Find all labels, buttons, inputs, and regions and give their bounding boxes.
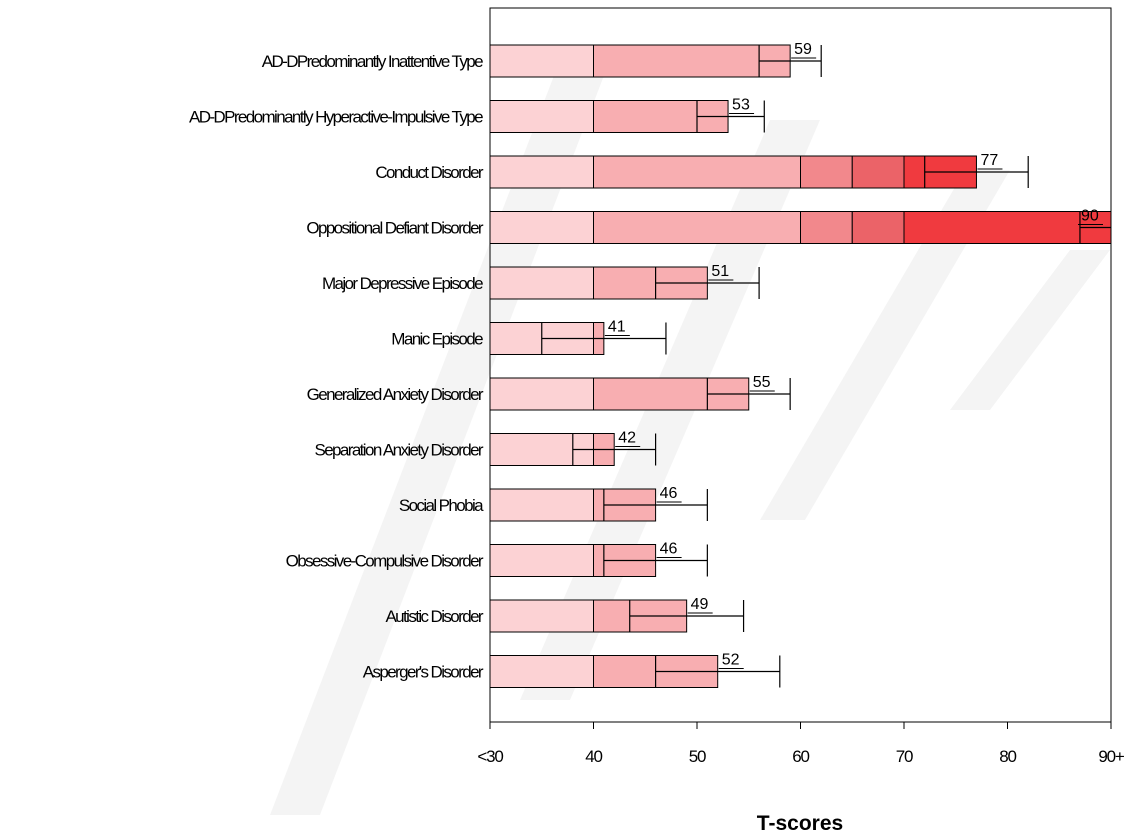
data-label-text: 49	[691, 596, 709, 613]
bar-segment	[490, 656, 594, 688]
data-label-text: 41	[608, 319, 626, 336]
bar-segment	[801, 212, 853, 244]
data-label-text: 77	[980, 152, 998, 169]
bar-segment	[490, 45, 594, 77]
data-label-text: 59	[794, 41, 812, 58]
x-tick-label: 90+	[1098, 747, 1125, 766]
bar-segment	[852, 212, 904, 244]
bar	[490, 45, 790, 77]
bar-segment	[490, 267, 594, 299]
data-label: 49	[688, 596, 713, 613]
data-label-text: 55	[753, 374, 771, 391]
category-label: Autistic Disorder	[385, 607, 483, 626]
category-label: Obsessive-Compulsive Disorder	[286, 552, 484, 571]
bar-segment	[490, 212, 594, 244]
bar-segment	[594, 212, 801, 244]
bar-segment	[490, 600, 594, 632]
category-label: Generalized Anxiety Disorder	[307, 385, 484, 404]
data-label-text: 52	[722, 652, 740, 669]
data-label-text: 46	[660, 541, 678, 558]
bar-segment	[490, 545, 594, 577]
category-labels: AD-DPredominantly Inattentive Type AD-DPr…	[189, 52, 484, 682]
bar-segment	[594, 156, 801, 188]
x-tick-label: 60	[792, 747, 809, 766]
category-label: AD-DPredominantly Inattentive Type	[262, 52, 483, 71]
bar-segment	[801, 156, 853, 188]
bar	[490, 156, 976, 188]
data-label: 46	[657, 485, 682, 502]
bar	[490, 212, 1111, 244]
category-label: Conduct Disorder	[375, 163, 484, 182]
category-label: Manic Episode	[391, 330, 483, 349]
bar-segment	[490, 378, 594, 410]
x-tick-label: 50	[689, 747, 706, 766]
x-tick-label: <30	[477, 747, 503, 766]
data-label-text: 90	[1081, 208, 1099, 225]
data-label-text: 46	[660, 485, 678, 502]
error-bars	[542, 45, 1111, 688]
category-label: Separation Anxiety Disorder	[314, 441, 483, 460]
category-label: Asperger's Disorder	[363, 663, 484, 682]
bar-segment	[490, 489, 594, 521]
data-label: 55	[750, 374, 775, 391]
bar-segment	[852, 156, 904, 188]
category-label: Oppositional Defiant Disorder	[306, 219, 484, 238]
x-axis: <30 40 50 60 70 80 90+	[477, 722, 1125, 766]
x-tick-label: 80	[999, 747, 1016, 766]
data-label: 77	[977, 152, 1002, 169]
data-label: 59	[791, 41, 816, 58]
bar	[490, 101, 728, 133]
x-axis-title: T-scores	[757, 812, 843, 835]
category-label: AD-DPredominantly Hyperactive-Impulsive …	[189, 108, 483, 127]
category-label: Major Depressive Episode	[322, 274, 483, 293]
data-label-text: 51	[711, 263, 729, 280]
data-label: 46	[657, 541, 682, 558]
x-tick-label: 70	[896, 747, 913, 766]
x-tick-label: 40	[585, 747, 602, 766]
bar-segment	[490, 101, 594, 133]
data-label: 52	[719, 652, 744, 669]
data-label-text: 42	[618, 430, 636, 447]
data-label-text: 53	[732, 97, 750, 114]
bar-segment	[490, 156, 594, 188]
data-label: 41	[605, 319, 630, 336]
data-label: 53	[729, 97, 754, 114]
category-label: Social Phobia	[399, 496, 484, 515]
